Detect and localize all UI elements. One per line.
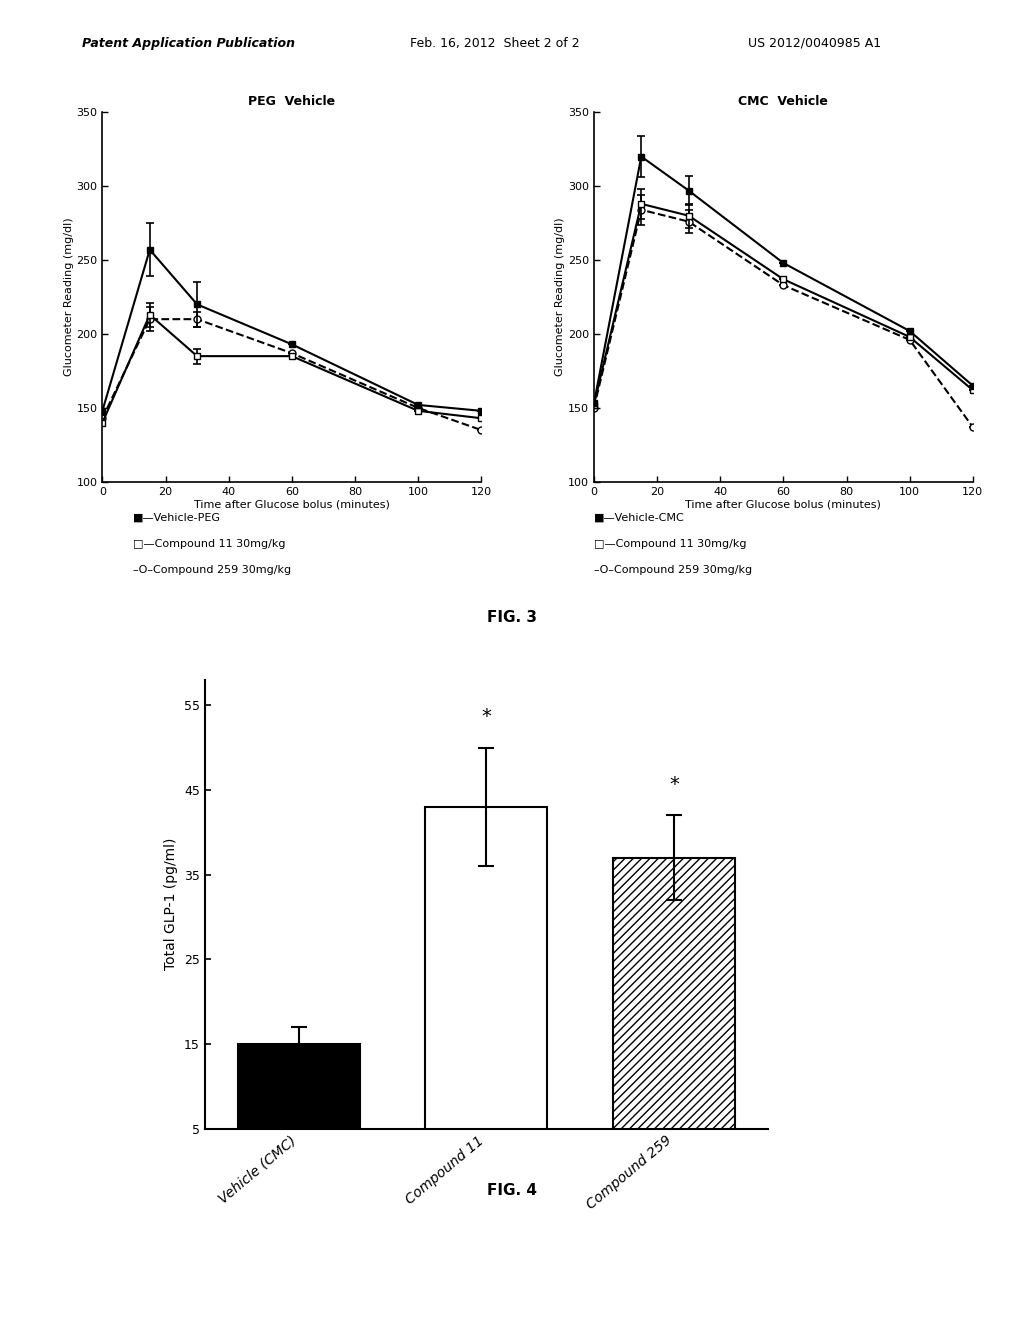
Text: Patent Application Publication: Patent Application Publication	[82, 37, 295, 50]
Text: *: *	[481, 708, 492, 726]
Title: CMC  Vehicle: CMC Vehicle	[738, 95, 828, 108]
Text: –O–Compound 259 30mg/kg: –O–Compound 259 30mg/kg	[594, 565, 752, 576]
Text: ■—Vehicle-CMC: ■—Vehicle-CMC	[594, 512, 685, 523]
X-axis label: Time after Glucose bolus (minutes): Time after Glucose bolus (minutes)	[194, 499, 390, 510]
Y-axis label: Glucometer Reading (mg/dl): Glucometer Reading (mg/dl)	[555, 218, 565, 376]
Bar	[238, 1044, 359, 1171]
Text: ■—Vehicle-PEG: ■—Vehicle-PEG	[133, 512, 221, 523]
Text: □—Compound 11 30mg/kg: □—Compound 11 30mg/kg	[133, 539, 286, 549]
Text: –O–Compound 259 30mg/kg: –O–Compound 259 30mg/kg	[133, 565, 291, 576]
Text: US 2012/0040985 A1: US 2012/0040985 A1	[748, 37, 881, 50]
Text: □—Compound 11 30mg/kg: □—Compound 11 30mg/kg	[594, 539, 746, 549]
Title: PEG  Vehicle: PEG Vehicle	[248, 95, 336, 108]
Y-axis label: Glucometer Reading (mg/dl): Glucometer Reading (mg/dl)	[63, 218, 74, 376]
Text: FIG. 3: FIG. 3	[487, 610, 537, 626]
Y-axis label: Total GLP-1 (pg/ml): Total GLP-1 (pg/ml)	[165, 838, 178, 970]
Text: Feb. 16, 2012  Sheet 2 of 2: Feb. 16, 2012 Sheet 2 of 2	[410, 37, 580, 50]
X-axis label: Time after Glucose bolus (minutes): Time after Glucose bolus (minutes)	[685, 499, 882, 510]
Text: FIG. 4: FIG. 4	[487, 1183, 537, 1199]
Bar	[613, 858, 735, 1171]
Bar	[425, 807, 548, 1171]
Text: *: *	[670, 775, 679, 795]
